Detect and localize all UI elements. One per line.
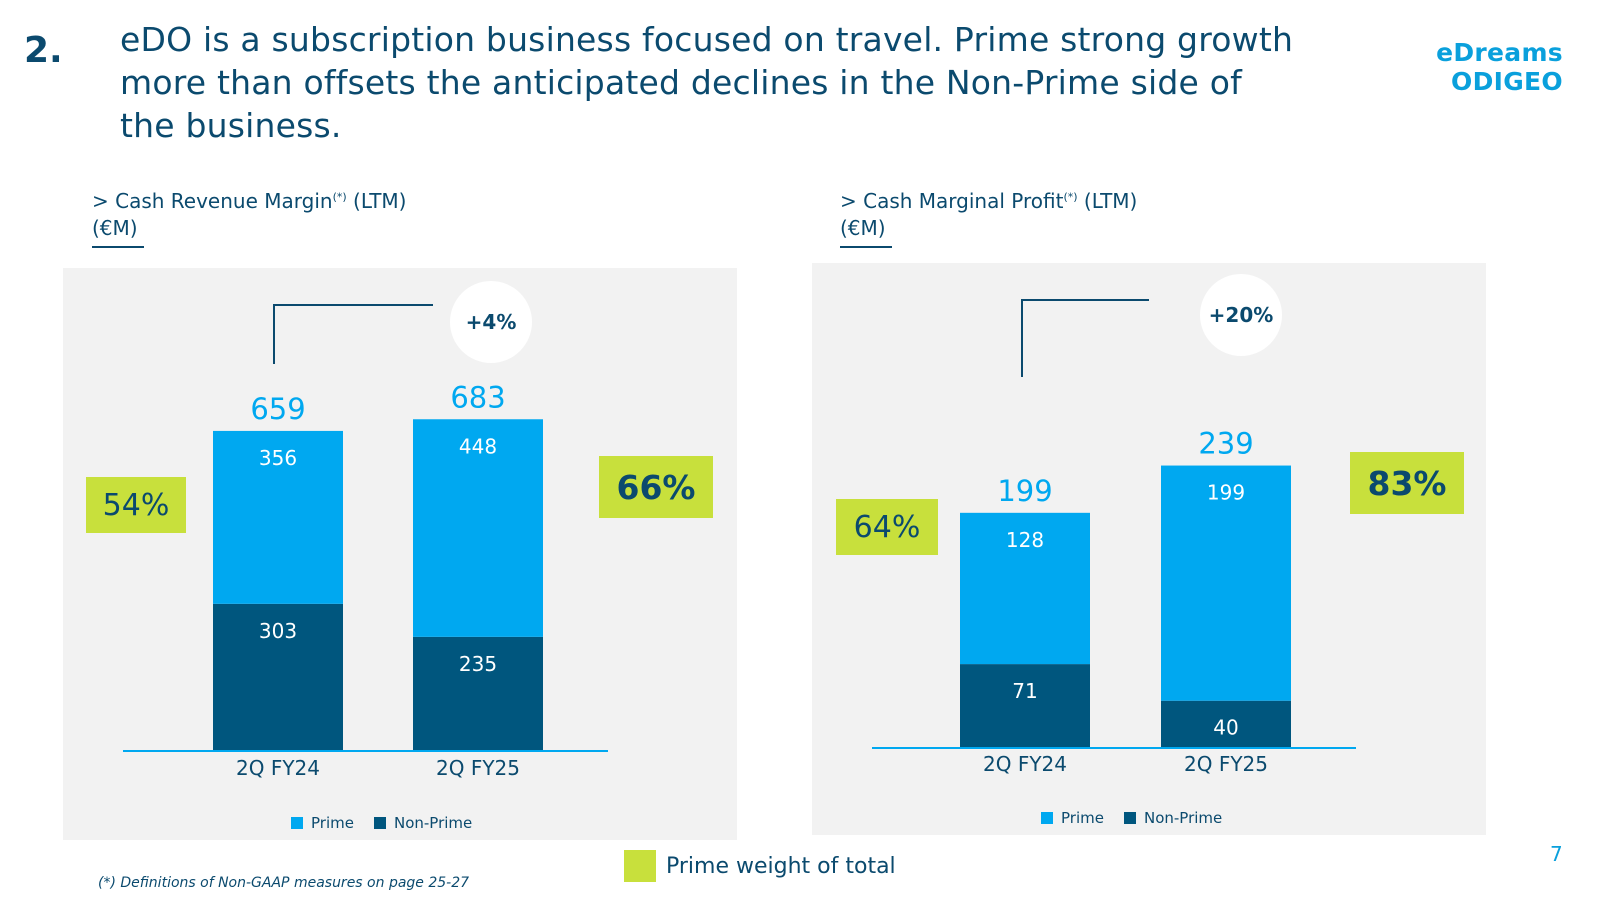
chart-1-heading: > Cash Revenue Margin(*) (LTM) (€M) <box>92 188 406 248</box>
bar-segment-prime-1 <box>413 419 543 637</box>
chart-2-prime-weight-fy24: 64% <box>836 499 938 555</box>
legend-swatch-non-prime <box>373 817 386 829</box>
slide-title: eDO is a subscription business focused o… <box>120 20 1294 145</box>
total-label-0: 199 <box>997 474 1052 508</box>
chart-2-prime-weight-fy25: 83% <box>1350 452 1464 514</box>
category-label-0: 2Q FY24 <box>983 752 1067 776</box>
legend-item-non-prime: Non-Prime <box>1123 809 1223 827</box>
slide-section-number: 2. <box>24 30 63 71</box>
legend-label-non-prime: Non-Prime <box>393 814 473 832</box>
prime-weight-key-label: Prime weight of total <box>666 853 896 879</box>
data-label-non-prime-0: 303 <box>259 619 297 643</box>
legend-swatch-non-prime <box>1123 812 1136 824</box>
edreams-odigeo-logo: eDreams ODIGEO <box>1436 38 1563 96</box>
chart-2-svg: 71 128 199 2Q FY24 40 199 239 2Q FY25 <box>872 299 1356 776</box>
chart-2-growth-badge: +20% <box>1200 274 1282 356</box>
chart-2-unit: (€M) <box>840 216 886 240</box>
category-label-1: 2Q FY25 <box>1184 752 1268 776</box>
data-label-prime-0: 128 <box>1006 528 1044 552</box>
data-label-non-prime-1: 235 <box>459 652 497 676</box>
chart-2-title: > Cash Marginal Profit <box>840 189 1064 213</box>
bar-segment-non-prime-0 <box>960 664 1090 748</box>
growth-bracket <box>1021 299 1149 377</box>
chart-2-legend: Prime Non-Prime <box>1041 809 1242 827</box>
data-label-prime-1: 199 <box>1207 481 1245 505</box>
total-label-0: 659 <box>250 392 305 426</box>
legend-item-prime: Prime <box>291 814 354 832</box>
chart-2-title-suffix: (LTM) <box>1077 189 1138 213</box>
bar-segment-non-prime-1 <box>413 636 543 751</box>
data-label-non-prime-1: 40 <box>1213 716 1238 740</box>
chart-1-title-footnote-mark: (*) <box>332 190 347 204</box>
legend-item-prime: Prime <box>1041 809 1104 827</box>
legend-item-non-prime: Non-Prime <box>373 814 473 832</box>
bar-segment-prime-1 <box>1161 465 1291 701</box>
chart-2-heading: > Cash Marginal Profit(*) (LTM) (€M) <box>840 188 1137 248</box>
total-label-1: 683 <box>450 380 505 414</box>
chart-1-title: > Cash Revenue Margin <box>92 189 333 213</box>
chart-1-svg: 303 356 659 2Q FY24 235 448 683 2Q FY25 <box>123 304 608 780</box>
data-label-non-prime-0: 71 <box>1012 679 1037 703</box>
bar-segment-non-prime-1 <box>1161 700 1291 748</box>
chart-1-heading-underline <box>92 246 144 248</box>
category-label-0: 2Q FY24 <box>236 756 320 780</box>
prime-weight-key-swatch <box>624 850 656 882</box>
footnote: (*) Definitions of Non-GAAP measures on … <box>98 875 470 891</box>
chart-2-title-footnote-mark: (*) <box>1063 190 1078 204</box>
chart-1-title-suffix: (LTM) <box>346 189 407 213</box>
chart-1-prime-weight-fy25: 66% <box>599 456 713 518</box>
growth-bracket <box>273 304 433 364</box>
bar-segment-non-prime-0 <box>213 603 343 751</box>
legend-swatch-prime <box>291 817 303 829</box>
chart-2-heading-underline <box>840 246 892 248</box>
bar-segment-prime-0 <box>213 430 343 604</box>
legend-label-prime: Prime <box>1061 809 1104 827</box>
legend-label-prime: Prime <box>311 814 354 832</box>
chart-2-panel: 71 128 199 2Q FY24 40 199 239 2Q FY25 64% 83% +… <box>812 263 1486 835</box>
data-label-prime-1: 448 <box>459 434 497 458</box>
category-label-1: 2Q FY25 <box>436 756 520 780</box>
legend-swatch-prime <box>1041 812 1053 824</box>
legend-label-non-prime: Non-Prime <box>1143 809 1223 827</box>
chart-1-growth-badge: +4% <box>450 281 532 363</box>
total-label-1: 239 <box>1198 427 1253 461</box>
chart-1-prime-weight-fy24: 54% <box>86 477 186 533</box>
chart-1-legend: Prime Non-Prime <box>291 814 492 832</box>
data-label-prime-0: 356 <box>259 446 297 470</box>
chart-1-panel: 303 356 659 2Q FY24 235 448 683 2Q FY25 54% 66%… <box>63 268 737 840</box>
prime-weight-key: Prime weight of total <box>624 850 896 882</box>
chart-1-unit: (€M) <box>92 216 138 240</box>
bar-segment-prime-0 <box>960 512 1090 665</box>
page-number: 7 <box>1550 842 1563 866</box>
